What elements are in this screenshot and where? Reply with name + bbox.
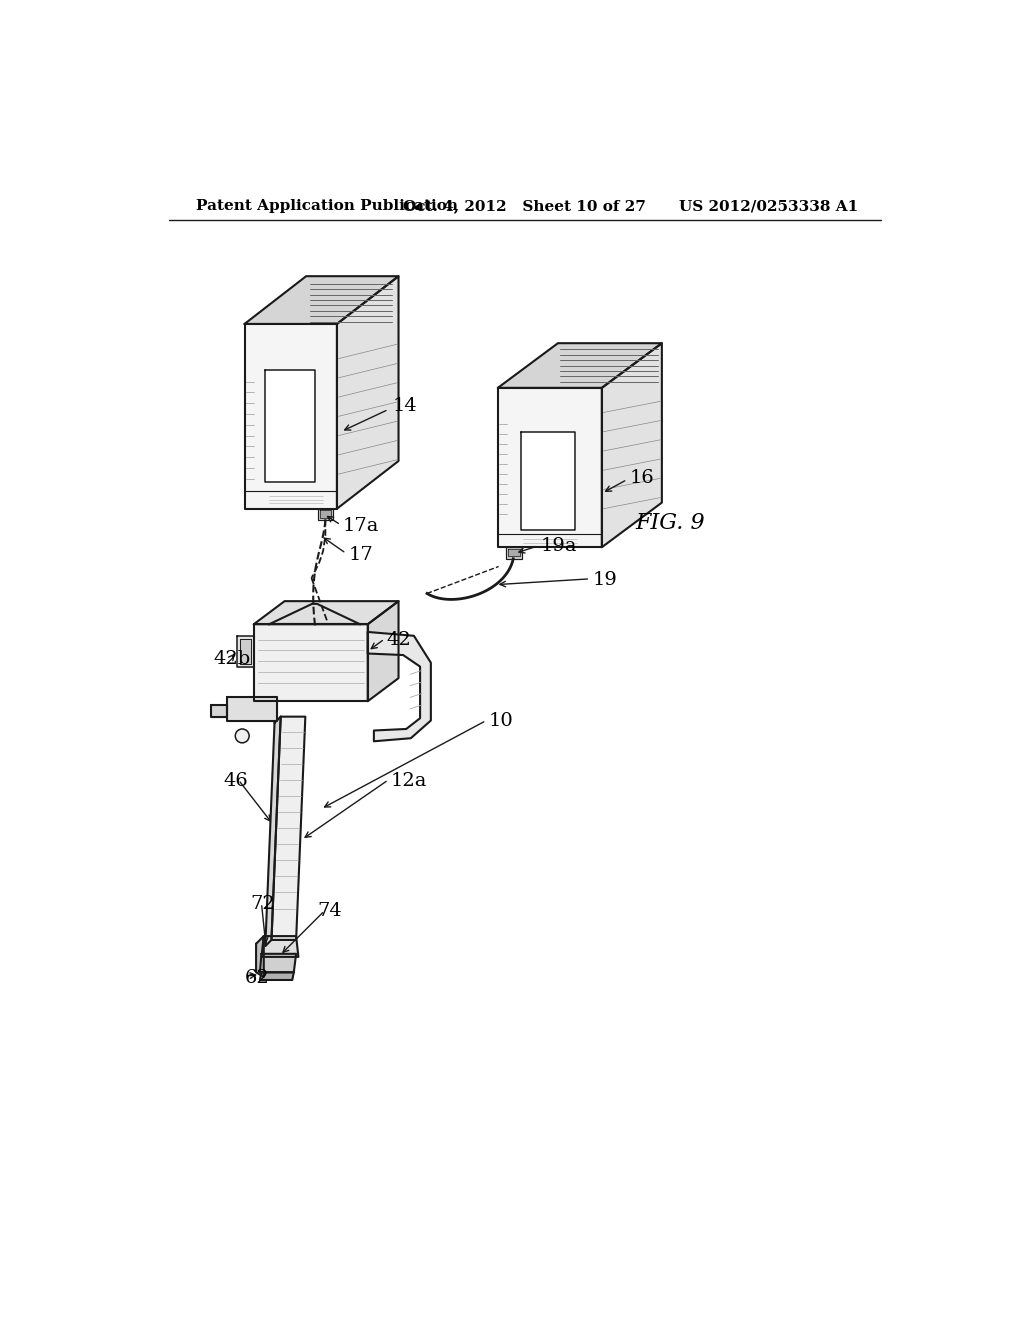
Text: 17a: 17a <box>343 517 380 536</box>
Polygon shape <box>265 717 281 946</box>
Text: 42: 42 <box>386 631 411 648</box>
Text: 17: 17 <box>348 546 373 564</box>
Text: US 2012/0253338 A1: US 2012/0253338 A1 <box>679 199 858 213</box>
Text: 42b: 42b <box>214 649 251 668</box>
Polygon shape <box>271 717 305 940</box>
Polygon shape <box>368 601 398 701</box>
Text: Patent Application Publication: Patent Application Publication <box>196 199 458 213</box>
Text: 14: 14 <box>392 397 417 416</box>
Circle shape <box>236 729 249 743</box>
Text: 19: 19 <box>593 572 617 589</box>
Text: Oct. 4, 2012   Sheet 10 of 27: Oct. 4, 2012 Sheet 10 of 27 <box>403 199 646 213</box>
Polygon shape <box>317 508 333 520</box>
Polygon shape <box>508 549 520 557</box>
Polygon shape <box>260 973 294 979</box>
Text: FIG. 9: FIG. 9 <box>636 512 706 533</box>
Text: 19a: 19a <box>541 537 577 556</box>
Text: 16: 16 <box>630 469 654 487</box>
Polygon shape <box>260 954 296 973</box>
Polygon shape <box>261 936 298 957</box>
Polygon shape <box>498 388 602 548</box>
Polygon shape <box>498 343 662 388</box>
Polygon shape <box>265 370 315 482</box>
Polygon shape <box>256 936 264 977</box>
Polygon shape <box>506 548 522 558</box>
Polygon shape <box>337 276 398 508</box>
Text: 62: 62 <box>245 969 269 987</box>
Polygon shape <box>254 624 368 701</box>
Polygon shape <box>602 343 662 548</box>
Polygon shape <box>211 705 226 717</box>
Polygon shape <box>245 323 337 508</box>
Text: 72: 72 <box>250 895 274 912</box>
Polygon shape <box>319 511 331 517</box>
Polygon shape <box>521 432 574 529</box>
Polygon shape <box>245 276 398 323</box>
Polygon shape <box>254 601 398 624</box>
Text: 12a: 12a <box>391 772 427 789</box>
Polygon shape <box>368 632 431 742</box>
Text: 74: 74 <box>316 903 342 920</box>
Text: 10: 10 <box>488 711 513 730</box>
Polygon shape <box>240 639 252 664</box>
Text: 46: 46 <box>223 772 248 789</box>
Polygon shape <box>226 697 276 721</box>
Polygon shape <box>237 636 254 667</box>
